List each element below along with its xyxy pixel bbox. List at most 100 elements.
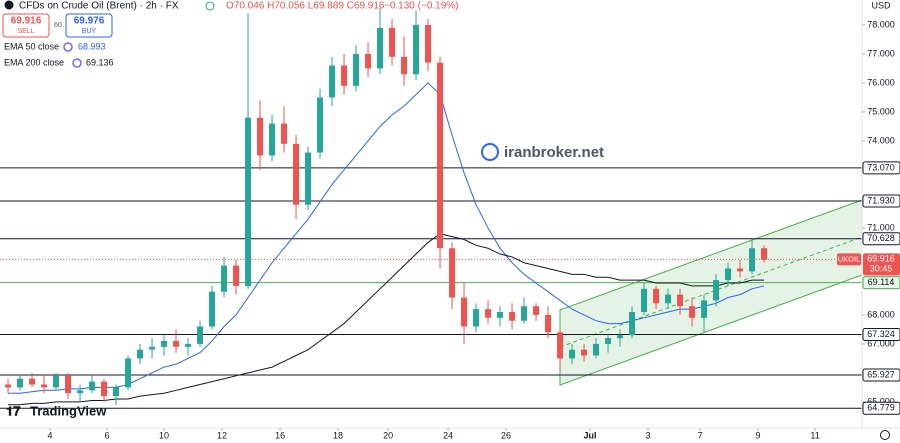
x-tick-label: 24 xyxy=(443,430,453,440)
candle-body xyxy=(65,375,72,394)
level-tag xyxy=(862,232,900,246)
legend-name: EMA 200 close xyxy=(4,57,64,67)
candle-body xyxy=(173,341,180,347)
candle-body xyxy=(377,27,384,69)
candle-body xyxy=(389,27,396,57)
candle-body xyxy=(485,309,492,318)
candle-body xyxy=(677,294,684,307)
buy-label[interactable]: BUY xyxy=(82,28,97,35)
candle-body xyxy=(401,56,408,75)
watermark-icon xyxy=(481,143,499,161)
x-tick-label: Jul xyxy=(584,430,597,440)
x-tick-label: 9 xyxy=(756,430,761,440)
candle-body xyxy=(425,24,432,63)
level-label: 64.779 xyxy=(867,403,895,413)
y-tick-label: 76.000 xyxy=(867,77,895,87)
x-tick-label: 12 xyxy=(217,430,227,440)
sell-button[interactable] xyxy=(2,13,50,38)
x-tick-label: 16 xyxy=(275,430,285,440)
candle-body xyxy=(665,294,672,304)
candle-body xyxy=(293,143,300,205)
ema-line xyxy=(8,82,765,394)
y-tick-label: 78.000 xyxy=(867,19,895,29)
buy-button[interactable] xyxy=(65,13,113,38)
brand: TradingView xyxy=(30,403,107,418)
candle-body xyxy=(281,123,288,144)
candle-body xyxy=(269,123,276,156)
symbol-tag: UKOIL xyxy=(838,254,861,263)
candle-body xyxy=(449,248,456,298)
candle-body xyxy=(713,280,720,301)
candle-body xyxy=(605,338,612,344)
candle-body xyxy=(89,381,96,391)
symbol-tag-box xyxy=(837,253,861,266)
candle-body xyxy=(29,378,36,385)
candle-body xyxy=(161,341,168,347)
candle-body xyxy=(413,24,420,75)
candle-body xyxy=(113,387,120,397)
candle-body xyxy=(461,297,468,327)
y-tick-label: 65.000 xyxy=(867,396,895,406)
sell-price[interactable]: 69.916 xyxy=(11,16,42,27)
level-tag xyxy=(862,401,900,415)
x-tick-label: 3 xyxy=(645,430,650,440)
candle-body xyxy=(521,306,528,321)
x-tick-label: 10 xyxy=(159,430,169,440)
legend-icon xyxy=(72,58,82,68)
level-label: 71.930 xyxy=(867,195,895,205)
ohlc: O70.046 H70.056 L69.889 C69.916 xyxy=(226,1,385,12)
price-axis: 78.000 77.000 76.000 75.000 74.000 71.000 68.0… xyxy=(837,19,900,415)
candle-body xyxy=(209,291,216,327)
candle-body xyxy=(305,152,312,205)
level-label: 67.324 xyxy=(867,329,895,339)
candle-body xyxy=(125,358,132,388)
legend-name: EMA 50 close xyxy=(4,41,59,51)
y-tick-label: 71.000 xyxy=(867,222,895,232)
settings-icon[interactable] xyxy=(880,430,890,440)
currency[interactable]: USD xyxy=(871,0,891,10)
time-axis: 4 6 10 12 16 18 20 24 26 Jul 3 7 9 11 xyxy=(48,428,820,440)
watermark: iranbroker.net xyxy=(504,144,604,161)
candle-body xyxy=(341,65,348,86)
level-label: 73.070 xyxy=(867,162,895,172)
candle-body xyxy=(221,265,228,292)
last-price-label: 69.916 xyxy=(867,254,895,264)
y-tick-label: 77.000 xyxy=(867,48,895,58)
level-tag xyxy=(862,161,900,175)
x-tick-label: 6 xyxy=(105,430,110,440)
candle-body xyxy=(653,288,660,304)
candle-body xyxy=(557,332,564,359)
x-tick-label: 7 xyxy=(698,430,703,440)
level-tag xyxy=(862,368,900,382)
candle-body xyxy=(197,326,204,344)
legend-icon xyxy=(63,42,73,52)
candle-body xyxy=(509,312,516,321)
candle-body xyxy=(53,375,60,388)
candle-body xyxy=(365,53,372,69)
candle-body xyxy=(5,384,12,388)
sell-label[interactable]: SELL xyxy=(17,28,34,35)
ema-line xyxy=(8,233,765,406)
candle-body xyxy=(437,62,444,249)
brand-mark: 𝟏𝟕 xyxy=(6,403,21,418)
candle-body xyxy=(689,306,696,318)
channel-midline xyxy=(559,236,863,348)
candle-body xyxy=(257,117,264,156)
candle-body xyxy=(77,390,84,394)
y-tick-label: 75.000 xyxy=(867,106,895,116)
symbol-title: CFDs on Crude Oil (Brent) · 2h · FX xyxy=(19,1,179,12)
level-label: 65.927 xyxy=(867,369,895,379)
level-label: 70.628 xyxy=(867,233,895,243)
candle-body xyxy=(641,288,648,313)
candle-body xyxy=(497,312,504,318)
candle-body xyxy=(329,65,336,98)
level-label: 69.114 xyxy=(868,277,895,287)
candle-body xyxy=(593,343,600,356)
last-price-tag xyxy=(863,253,900,276)
candle-body xyxy=(737,268,744,272)
y-tick-label: 67.000 xyxy=(867,338,895,348)
candle-body xyxy=(137,349,144,359)
candle-body xyxy=(629,312,636,336)
legend-value: 68.993 xyxy=(78,41,106,51)
buy-price[interactable]: 69.976 xyxy=(74,16,105,27)
